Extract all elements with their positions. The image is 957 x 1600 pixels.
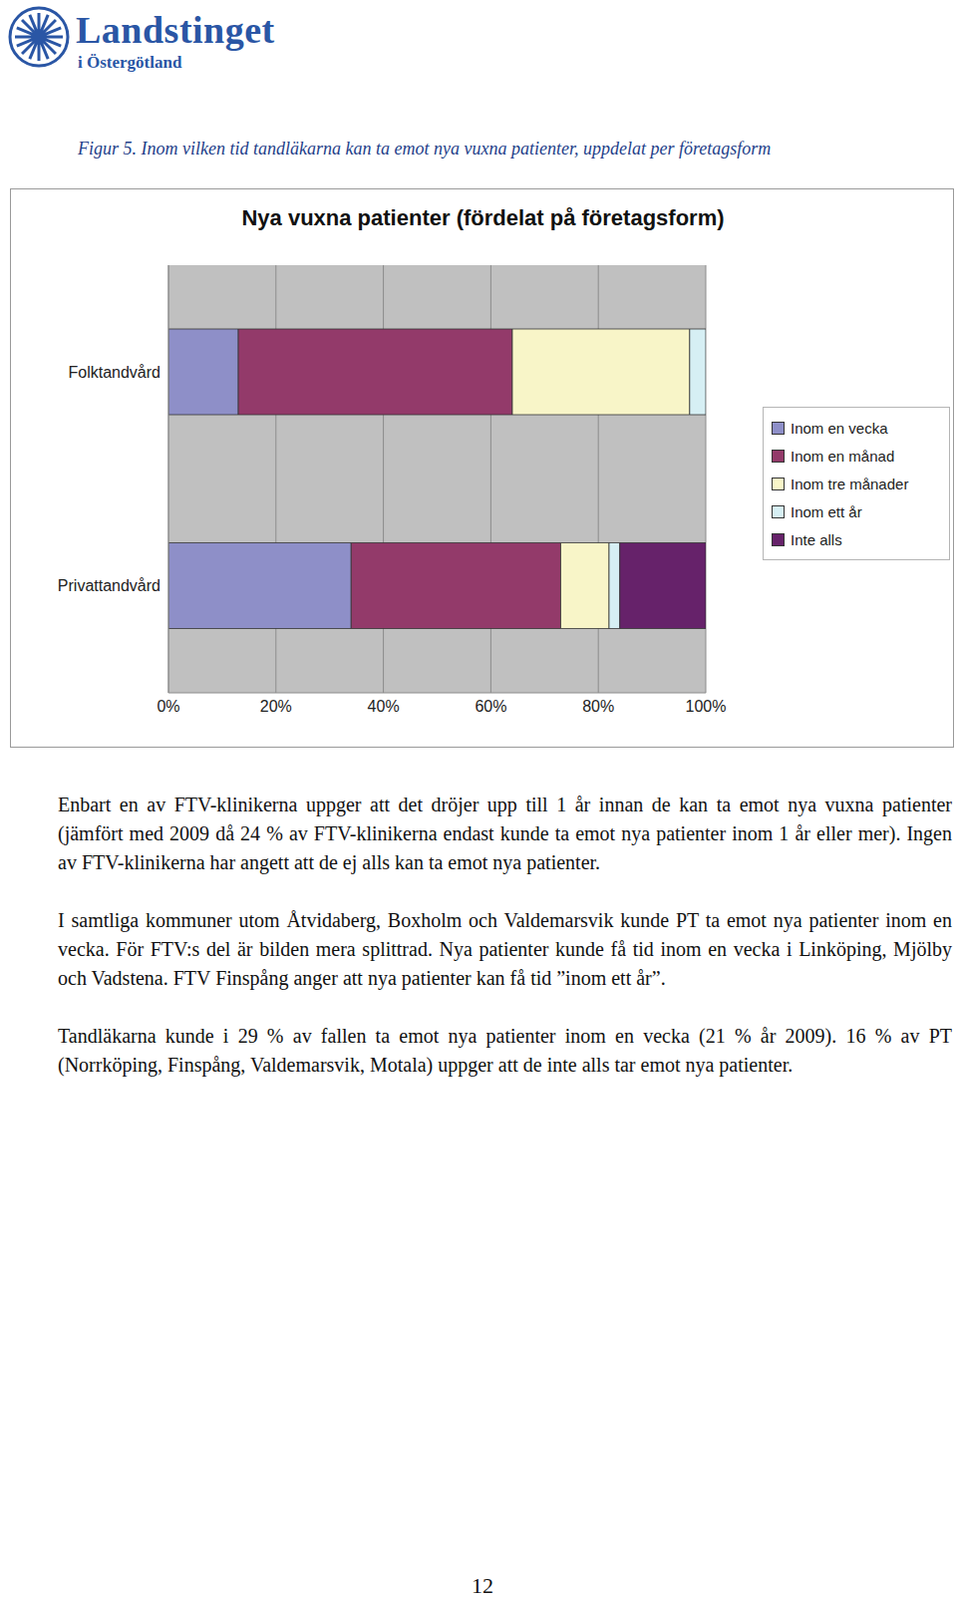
svg-text:60%: 60%	[474, 697, 507, 715]
html-text:Inom tre månader: Inom tre månader	[790, 475, 909, 492]
svg-text:100%: 100%	[685, 697, 727, 715]
html-text:i Östergötland: i Östergötland	[77, 52, 182, 72]
html-text:I samtliga kommuner utom Åtvid: I samtliga kommuner utom Åtvidaberg, Box…	[57, 909, 953, 989]
html-text:Enbart en av FTV-klinikerna up: Enbart en av FTV-klinikerna uppger att d…	[57, 793, 953, 874]
html-text:Inom ett år: Inom ett år	[790, 502, 862, 520]
svg-text:Privattandvård: Privattandvård	[57, 577, 161, 595]
html-text:Inom en månad: Inom en månad	[790, 447, 895, 465]
html-text:Inte alls: Inte alls	[790, 530, 843, 548]
svg-text:0%: 0%	[156, 697, 180, 715]
html-text:12: 12	[471, 1573, 494, 1598]
html-text:Tandläkarna kunde i 29 % av fa: Tandläkarna kunde i 29 % av fallen ta em…	[57, 1024, 953, 1076]
svg-text:40%: 40%	[367, 697, 400, 715]
html-text:Landstinget: Landstinget	[75, 8, 275, 51]
html-text:Figur 5. Inom vilken tid tandl: Figur 5. Inom vilken tid tandläkarna kan…	[77, 138, 771, 159]
svg-text:Folktandvård: Folktandvård	[68, 363, 162, 381]
svg-text:20%: 20%	[260, 697, 293, 715]
html-text:Inom en vecka: Inom en vecka	[790, 419, 888, 437]
html-text:Nya vuxna patienter (fördelat: Nya vuxna patienter (fördelat på företag…	[241, 205, 725, 231]
svg-text:80%: 80%	[582, 697, 615, 715]
